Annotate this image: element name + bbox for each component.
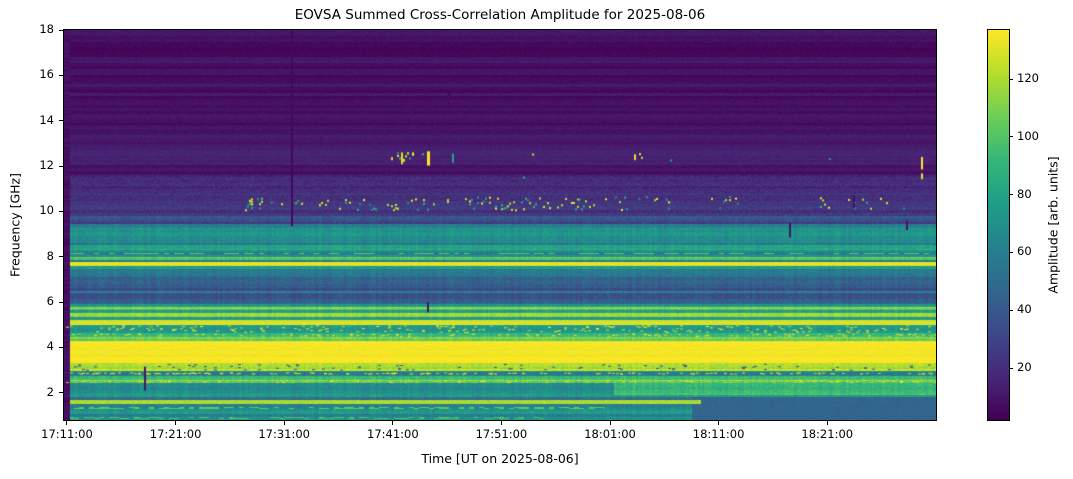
colorbar-tick-mark bbox=[1009, 251, 1013, 253]
x-tick-mark bbox=[826, 420, 828, 425]
y-tick-label: 2 bbox=[46, 384, 54, 399]
colorbar-tick-mark bbox=[1009, 136, 1013, 138]
colorbar-tick-mark bbox=[1009, 194, 1013, 196]
y-tick-label: 18 bbox=[39, 22, 54, 36]
x-tick-label: 17:31:00 bbox=[258, 427, 310, 441]
x-tick-mark bbox=[392, 420, 394, 425]
colorbar-label: Amplitude [arb. units] bbox=[1045, 156, 1061, 294]
y-tick-label: 8 bbox=[46, 248, 54, 263]
plot-frame bbox=[63, 29, 937, 421]
colorbar-tick-label: 60 bbox=[1017, 244, 1032, 259]
y-tick-label: 14 bbox=[39, 112, 54, 127]
colorbar-tick-label: 80 bbox=[1017, 186, 1032, 201]
x-tick-label: 17:11:00 bbox=[41, 427, 93, 441]
x-tick-mark bbox=[609, 420, 611, 425]
x-tick-mark bbox=[718, 420, 720, 425]
y-tick-mark bbox=[58, 165, 63, 167]
y-tick-mark bbox=[58, 74, 63, 76]
colorbar-tick-mark bbox=[1009, 367, 1013, 369]
colorbar-tick-mark bbox=[1009, 309, 1013, 311]
x-tick-label: 17:21:00 bbox=[149, 427, 202, 441]
y-tick-mark bbox=[58, 256, 63, 258]
y-tick-label: 6 bbox=[46, 294, 54, 309]
y-tick-label: 4 bbox=[46, 339, 54, 354]
colorbar-tick-label: 120 bbox=[1017, 71, 1039, 86]
spectrogram-canvas bbox=[64, 30, 936, 420]
x-tick-mark bbox=[66, 420, 68, 425]
y-tick-label: 12 bbox=[39, 158, 54, 173]
y-tick-mark bbox=[58, 120, 63, 122]
x-tick-mark bbox=[175, 420, 177, 425]
y-tick-mark bbox=[58, 301, 63, 303]
x-tick-label: 18:11:00 bbox=[692, 427, 745, 441]
y-tick-label: 10 bbox=[39, 203, 54, 218]
x-tick-label: 18:01:00 bbox=[584, 427, 636, 441]
x-tick-label: 18:21:00 bbox=[801, 427, 854, 441]
y-tick-mark bbox=[58, 346, 63, 348]
chart-title: EOVSA Summed Cross-Correlation Amplitude… bbox=[294, 7, 706, 23]
x-tick-mark bbox=[283, 420, 285, 425]
y-tick-mark bbox=[58, 29, 63, 31]
x-tick-label: 17:41:00 bbox=[367, 427, 419, 441]
x-axis-label: Time [UT on 2025-08-06] bbox=[421, 451, 579, 466]
colorbar-tick-mark bbox=[1009, 78, 1013, 80]
y-tick-mark bbox=[58, 392, 63, 394]
colorbar-canvas bbox=[988, 30, 1009, 420]
colorbar-tick-label: 20 bbox=[1017, 360, 1032, 374]
colorbar-tick-label: 40 bbox=[1017, 302, 1032, 317]
x-tick-label: 17:51:00 bbox=[475, 427, 528, 441]
y-tick-mark bbox=[58, 210, 63, 212]
colorbar-tick-label: 100 bbox=[1017, 128, 1039, 143]
colorbar-frame bbox=[987, 29, 1010, 421]
y-tick-label: 16 bbox=[39, 67, 54, 82]
x-tick-mark bbox=[500, 420, 502, 425]
